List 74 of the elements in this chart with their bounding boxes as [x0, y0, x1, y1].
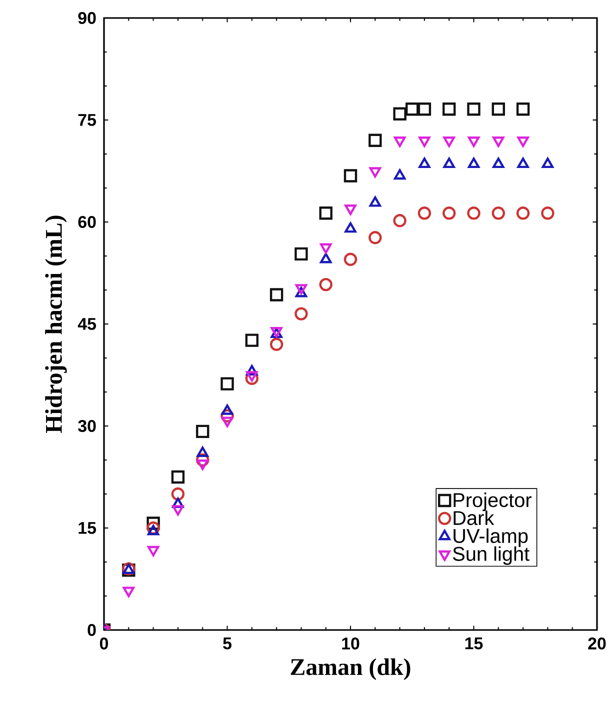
point [394, 136, 406, 147]
y-axis-title: Hidrojen hacmi (mL) [45, 216, 67, 433]
x-tick-label: 10 [342, 638, 360, 650]
y-tick-label: 15 [78, 522, 96, 534]
point [443, 158, 455, 168]
point [344, 222, 356, 233]
point [368, 134, 382, 147]
point [320, 243, 332, 254]
point [344, 169, 358, 182]
point [418, 136, 430, 147]
point [320, 252, 332, 264]
point [442, 206, 456, 220]
point [146, 516, 160, 530]
legend-label: UV-lamp [454, 528, 528, 547]
point [344, 252, 358, 266]
point [246, 365, 258, 376]
point [467, 102, 480, 116]
point [319, 206, 332, 220]
point [394, 169, 406, 180]
y-tick-label: 90 [78, 12, 96, 24]
legend-label: Projector [454, 492, 532, 512]
x-tick-label: 0 [100, 638, 108, 650]
point [221, 404, 234, 415]
legend-label: Dark [454, 510, 494, 526]
point [270, 338, 284, 351]
point [369, 196, 382, 207]
x-tick-label: 15 [465, 638, 483, 650]
point [369, 167, 382, 178]
x-axis-title: Zaman (dk) [290, 658, 410, 680]
y-tick-label: 0 [88, 624, 96, 636]
point [406, 102, 419, 116]
point [517, 158, 529, 168]
point [196, 446, 208, 458]
point [294, 247, 308, 261]
point [418, 102, 432, 116]
point [418, 158, 430, 168]
point [270, 288, 284, 302]
x-tick-label: 20 [588, 638, 606, 650]
point [492, 136, 504, 147]
point [368, 231, 382, 244]
y-tick-label: 60 [78, 216, 96, 228]
point [542, 158, 554, 168]
x-tick-label: 5 [223, 638, 232, 650]
point [443, 136, 455, 147]
point [344, 204, 356, 215]
point [393, 107, 406, 120]
point [172, 498, 184, 508]
point [492, 206, 505, 220]
point [516, 206, 530, 220]
point [171, 487, 185, 501]
point [319, 278, 332, 292]
point [516, 102, 530, 116]
point [442, 102, 456, 116]
y-tick-label: 75 [78, 114, 96, 126]
y-tick-label: 30 [78, 420, 96, 432]
point [146, 521, 160, 535]
point [147, 524, 160, 536]
point [492, 102, 505, 116]
point [541, 206, 554, 220]
point [294, 307, 308, 320]
point [492, 158, 504, 168]
point [468, 158, 480, 168]
point [393, 214, 406, 228]
point [171, 470, 185, 484]
point [295, 286, 308, 298]
point [245, 334, 258, 347]
point [468, 136, 480, 147]
legend-label: Sun light [453, 546, 530, 565]
point [467, 206, 480, 220]
point [418, 206, 432, 220]
point [196, 424, 210, 438]
y-tick-label: 45 [78, 318, 96, 330]
point [220, 377, 234, 390]
point [517, 136, 529, 147]
